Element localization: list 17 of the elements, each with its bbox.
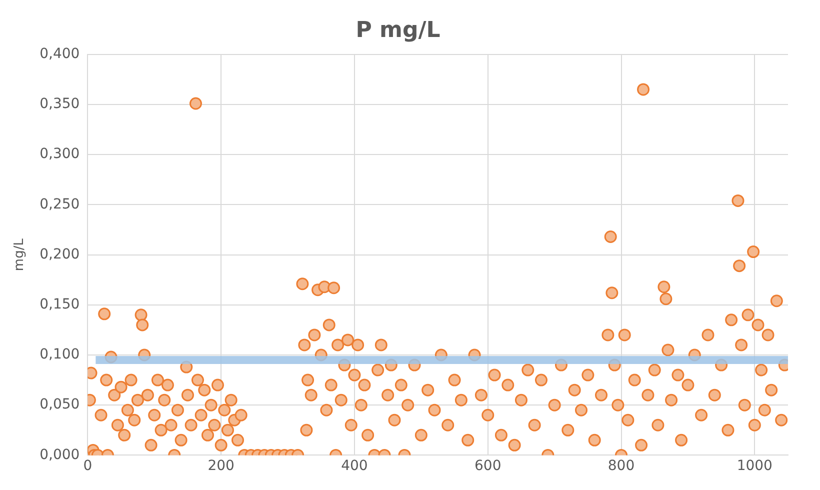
y-tick-label: 0,400 — [40, 46, 80, 62]
y-tick-label: 0,300 — [40, 146, 80, 162]
x-tick-label: 1000 — [736, 458, 772, 474]
y-tick-label: 0,100 — [40, 346, 80, 363]
y-axis-title: mg/L — [12, 238, 28, 272]
y-tick-label: 0,050 — [40, 396, 80, 413]
x-tick-label: 400 — [341, 458, 368, 474]
x-tick-label: 800 — [608, 458, 635, 474]
y-tick-label: 0,250 — [40, 196, 80, 212]
x-tick-label: 200 — [208, 458, 234, 474]
chart-title: P mg/L — [356, 18, 440, 43]
y-tick-label: 0,150 — [40, 296, 80, 313]
x-tick-label: 600 — [474, 458, 502, 474]
y-tick-label: 0,000 — [40, 446, 80, 463]
y-tick-label: 0,200 — [40, 246, 80, 262]
x-tick-label: 0 — [83, 458, 92, 474]
y-tick-label: 0,350 — [40, 96, 80, 112]
